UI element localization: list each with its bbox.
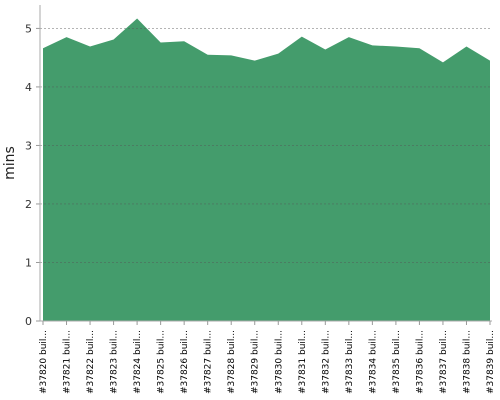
area [43, 18, 490, 321]
x-tick-label: #37831 buil... [298, 330, 308, 394]
y-tick-label: 4 [25, 81, 32, 94]
x-tick-label: #37835 buil... [392, 330, 402, 394]
x-tick-label: #37825 buil... [157, 330, 167, 394]
y-axis-label: mins [2, 146, 18, 180]
x-tick-label: #37820 buil... [39, 330, 49, 394]
y-tick-label: 3 [25, 139, 32, 152]
x-tick-label: #37830 buil... [274, 330, 284, 394]
y-tick-label: 2 [25, 198, 32, 211]
x-tick-label: #37826 buil... [180, 330, 190, 394]
x-tick-label: #37832 buil... [321, 330, 331, 394]
x-tick-label: #37821 buil... [63, 330, 73, 394]
x-tick-label: #37829 buil... [251, 330, 261, 394]
x-tick-label: #37828 buil... [227, 330, 237, 394]
y-tick-label: 5 [25, 22, 32, 35]
x-tick-label: #37837 buil... [439, 330, 449, 394]
x-tick-label: #37839 buil... [486, 330, 496, 394]
x-tick-label: #37823 buil... [110, 330, 120, 394]
x-tick-label: #37836 buil... [415, 330, 425, 394]
x-tick-label: #37822 buil... [86, 330, 96, 394]
x-tick-label: #37827 buil... [204, 330, 214, 394]
x-tick-label: #37833 buil... [345, 330, 355, 394]
y-tick-label: 0 [25, 315, 32, 328]
x-tick-label: #37834 buil... [368, 330, 378, 394]
y-tick-label: 1 [25, 256, 32, 269]
x-tick-label: #37838 buil... [462, 330, 472, 394]
x-tick-label: #37824 buil... [133, 330, 143, 394]
